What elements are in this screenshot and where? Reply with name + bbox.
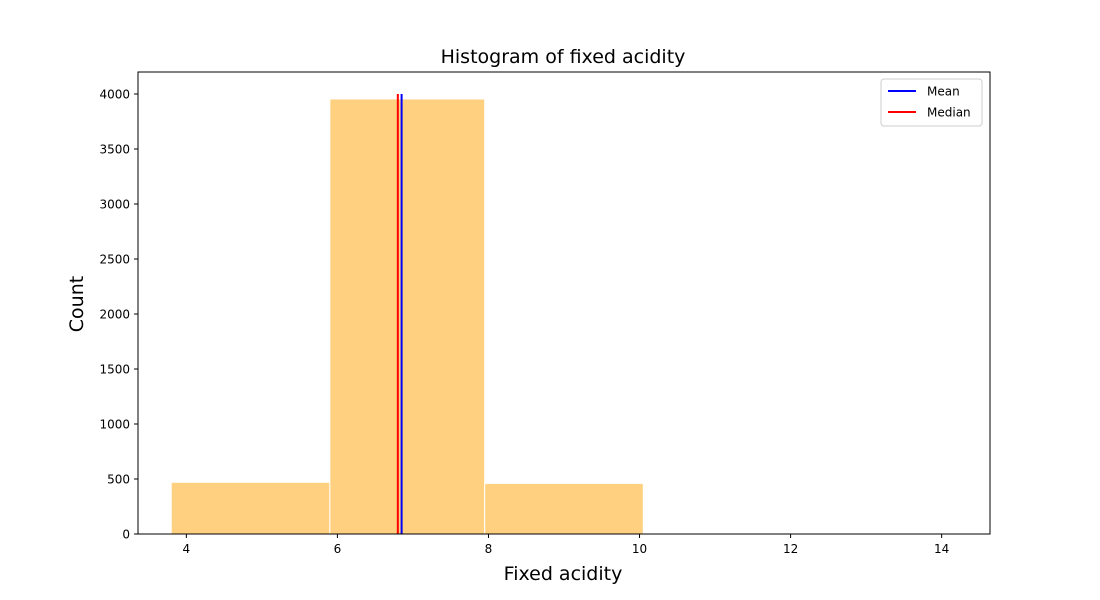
x-tick-label: 12 <box>783 542 798 556</box>
x-tick-label: 6 <box>334 542 342 556</box>
x-tick-label: 14 <box>934 542 949 556</box>
x-tick-label: 4 <box>183 542 191 556</box>
y-tick-label: 3500 <box>99 143 130 157</box>
x-axis-ticks: 4 6 8 10 12 14 <box>183 534 949 556</box>
chart-title: Histogram of fixed acidity <box>441 46 686 68</box>
y-tick-label: 2000 <box>99 308 130 322</box>
y-tick-label: 2500 <box>99 253 130 267</box>
y-tick-label: 1000 <box>99 418 130 432</box>
legend-label-mean: Mean <box>927 85 960 99</box>
histogram-bars <box>170 98 958 535</box>
legend-label-median: Median <box>927 106 971 120</box>
plot-area-frame <box>137 71 991 535</box>
y-tick-label: 3000 <box>99 198 130 212</box>
y-tick-label: 0 <box>122 528 130 542</box>
histogram-bar-0 <box>170 481 331 535</box>
histogram-bar-1 <box>329 98 486 535</box>
chart-legend: Mean Median <box>880 78 983 127</box>
histogram-bar-2 <box>484 482 644 535</box>
x-tick-label: 10 <box>632 542 647 556</box>
y-axis-ticks: 0 500 1000 1500 2000 2500 3000 3500 4000 <box>99 88 138 542</box>
y-axis-label: Count <box>66 276 88 332</box>
y-tick-label: 500 <box>107 473 130 487</box>
statistic-lines <box>396 94 403 534</box>
y-tick-label: 1500 <box>99 363 130 377</box>
y-tick-label: 4000 <box>99 88 130 102</box>
x-axis-label: Fixed acidity <box>504 563 623 585</box>
x-tick-label: 8 <box>485 542 493 556</box>
